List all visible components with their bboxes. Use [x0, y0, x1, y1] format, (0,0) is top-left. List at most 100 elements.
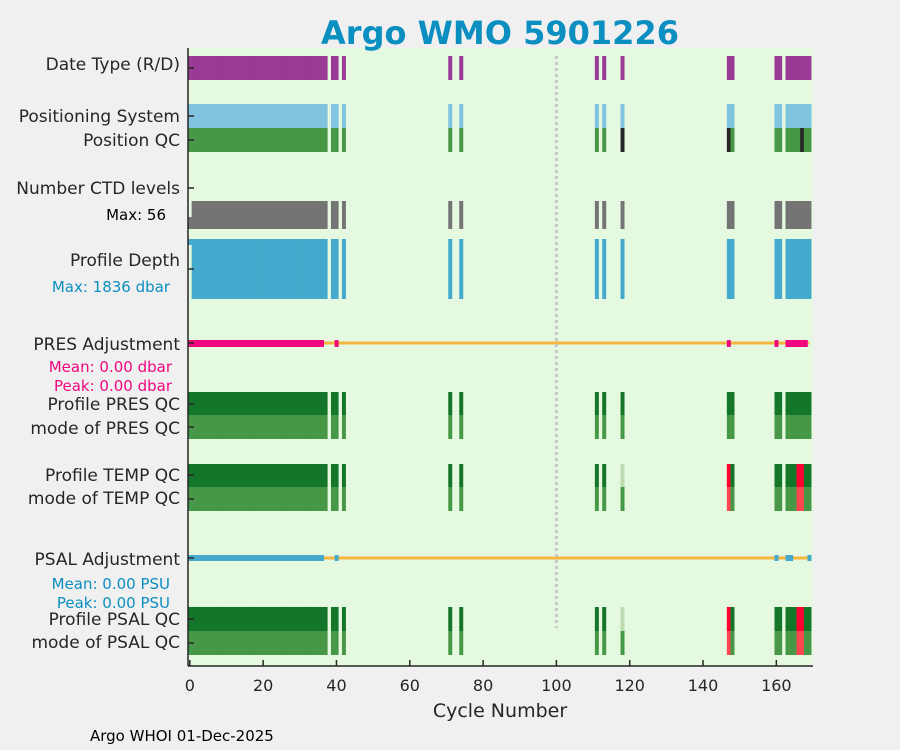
pres-mode-cell [198, 415, 203, 439]
pres-qc-cell [250, 392, 255, 415]
profile-depth-cell [206, 239, 211, 299]
row-label-date-type: Date Type (R/D) [46, 55, 180, 75]
x-tick-label: 120 [614, 676, 645, 695]
x-tick-label: 80 [473, 676, 493, 695]
position-qc-cell [209, 128, 214, 152]
pres-mode-cell [792, 415, 797, 439]
ctd-levels-cell [250, 201, 255, 229]
temp-qc-cell [796, 464, 801, 487]
pres-adjustment-mark [235, 340, 240, 347]
psal-adjustment-mark [217, 555, 222, 561]
date-type-cell [242, 56, 247, 80]
pres-adjustment-mark [209, 340, 214, 347]
psal-adjustment-mark [785, 555, 790, 561]
pres-adjustment-mark [294, 340, 299, 347]
position-qc-cell [275, 128, 280, 152]
pres-qc-cell [334, 392, 339, 415]
position-qc-cell [341, 128, 346, 152]
psal-mode-cell [209, 631, 214, 655]
psal-mode-cell [279, 631, 284, 655]
position-qc-cell [213, 128, 218, 152]
temp-mode-cell [319, 487, 324, 511]
psal-mode-cell [800, 631, 805, 655]
psal-mode-cell [726, 631, 731, 655]
pres-mode-cell [620, 415, 625, 439]
pres-qc-cell [305, 392, 310, 415]
pres-qc-cell [257, 392, 262, 415]
temp-qc-cell [341, 464, 346, 487]
date-type-cell [235, 56, 240, 80]
row-label-pres-adjustment: PRES Adjustment [33, 335, 180, 355]
psal-adjustment-mark [807, 555, 812, 561]
pres-adjustment-mark [250, 340, 255, 347]
chart-title: Argo WMO 5901226 [321, 14, 679, 52]
temp-mode-cell [308, 487, 313, 511]
date-type-cell [228, 56, 233, 80]
profile-depth-cell [792, 239, 797, 299]
psal-mode-cell [217, 631, 222, 655]
pres-mode-cell [228, 415, 233, 439]
pres-qc-cell [261, 392, 266, 415]
temp-qc-cell [312, 464, 317, 487]
pres-qc-cell [308, 392, 313, 415]
pres-adjustment-mark [286, 340, 291, 347]
temp-qc-cell [594, 464, 599, 487]
temp-qc-cell [264, 464, 269, 487]
psal-adjustment-mark [316, 555, 321, 561]
pres-adjustment-mark [253, 340, 258, 347]
row-label-positioning: Positioning System [19, 107, 180, 127]
ctd-max-label: Max: 56 [106, 206, 166, 224]
psal-mode-cell [253, 631, 258, 655]
pres-mode-cell [206, 415, 211, 439]
pres-qc-cell [800, 392, 805, 415]
temp-qc-cell [785, 464, 790, 487]
psal-qc-cell [785, 607, 790, 631]
pres-adjustment-mark [774, 340, 779, 347]
positioning-cell [785, 104, 790, 128]
psal-mode-cell [257, 631, 262, 655]
ctd-levels-cell [807, 201, 812, 229]
date-type-cell [231, 56, 236, 80]
date-type-cell [272, 56, 277, 80]
psal-mode-cell [228, 631, 233, 655]
pres-adjustment-mark [272, 340, 277, 347]
temp-qc-cell [239, 464, 244, 487]
pres-qc-cell [213, 392, 218, 415]
profile-depth-cell [789, 239, 794, 299]
pres-qc-cell [312, 392, 317, 415]
positioning-cell [206, 104, 211, 128]
psal-mode-cell [250, 631, 255, 655]
temp-qc-cell [257, 464, 262, 487]
psal-qc-cell [301, 607, 306, 631]
psal-mode-cell [294, 631, 299, 655]
temp-qc-cell [730, 464, 735, 487]
temp-mode-cell [807, 487, 812, 511]
position-qc-cell [803, 128, 808, 152]
position-qc-cell [448, 128, 453, 152]
psal-adjustment-mark [312, 555, 317, 561]
profile-depth-cell [213, 239, 218, 299]
pres-mode-cell [246, 415, 251, 439]
psal-mode-cell [323, 631, 328, 655]
x-tick-label: 40 [326, 676, 346, 695]
pres-adjustment-mark [257, 340, 262, 347]
position-qc-cell [330, 128, 335, 152]
psal-qc-cell [807, 607, 812, 631]
position-qc-cell [305, 128, 310, 152]
positioning-cell [323, 104, 328, 128]
pres-adjustment-mark [316, 340, 321, 347]
pres-qc-cell [198, 392, 203, 415]
temp-mode-cell [246, 487, 251, 511]
row-label-temp-qc: Profile TEMP QC [45, 466, 180, 486]
position-qc-cell [290, 128, 295, 152]
position-qc-cell [792, 128, 797, 152]
pres-qc-cell [275, 392, 280, 415]
position-qc-cell [334, 128, 339, 152]
pres-qc-cell [220, 392, 225, 415]
psal-mode-cell [730, 631, 735, 655]
ctd-levels-cell [290, 201, 295, 229]
psal-mode-cell [220, 631, 225, 655]
positioning-cell [301, 104, 306, 128]
psal-adjustment-mark [213, 555, 218, 561]
